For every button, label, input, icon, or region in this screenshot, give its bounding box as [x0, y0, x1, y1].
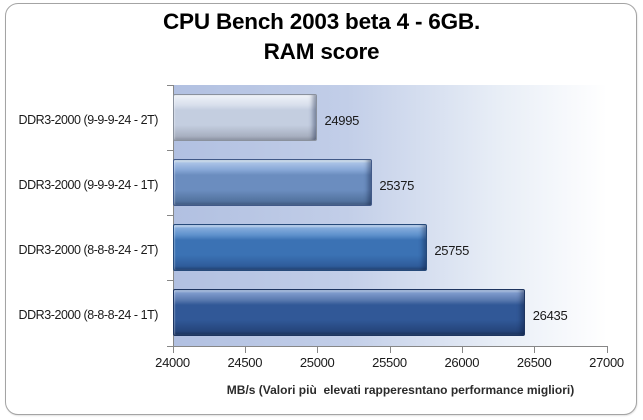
- x-axis-tick: [172, 345, 174, 353]
- category-label: DDR3-2000 (9-9-9-24 - 2T): [18, 112, 159, 127]
- x-axis-tick: [534, 345, 536, 353]
- x-tick-label: 26500: [516, 355, 552, 370]
- x-tick-label: 26000: [444, 355, 480, 370]
- x-axis-tick: [244, 345, 246, 353]
- data-label: 24995: [324, 113, 360, 129]
- y-axis-tick: [166, 280, 173, 282]
- data-label: 25375: [379, 178, 415, 194]
- x-tick-label: 25000: [299, 355, 335, 370]
- x-axis-title: MB/s (Valori più elevati rapperesntano p…: [226, 382, 575, 397]
- y-axis-tick: [166, 215, 173, 217]
- data-label: 26435: [532, 308, 568, 324]
- bar-blue: [173, 224, 427, 272]
- category-label: DDR3-2000 (8-8-8-24 - 1T): [18, 307, 159, 322]
- x-tick-label: 24500: [227, 355, 263, 370]
- bar-steel-blue: [173, 159, 372, 207]
- bar-navy: [173, 289, 526, 337]
- x-tick-label: 27000: [589, 355, 624, 370]
- chart-title: CPU Bench 2003 beta 4 - 6GB. RAM score: [0, 7, 643, 67]
- x-axis-tick: [317, 345, 319, 353]
- x-tick-label: 25500: [372, 355, 407, 370]
- x-axis-tick: [389, 345, 391, 353]
- category-label: DDR3-2000 (9-9-9-24 - 1T): [18, 177, 159, 192]
- data-label: 25755: [434, 243, 470, 259]
- y-axis-line: [172, 85, 174, 346]
- chart-title-line-2: RAM score: [263, 39, 380, 64]
- bar-silver: [173, 94, 317, 142]
- y-axis-tick: [166, 150, 173, 152]
- y-axis-tick: [166, 85, 173, 86]
- x-axis-tick: [461, 345, 463, 353]
- x-axis-tick: [606, 345, 608, 353]
- chart-title-line-1: CPU Bench 2003 beta 4 - 6GB.: [162, 9, 480, 34]
- y-axis-tick: [166, 345, 173, 347]
- x-tick-label: 24000: [155, 355, 190, 370]
- category-label: DDR3-2000 (8-8-8-24 - 2T): [18, 242, 159, 257]
